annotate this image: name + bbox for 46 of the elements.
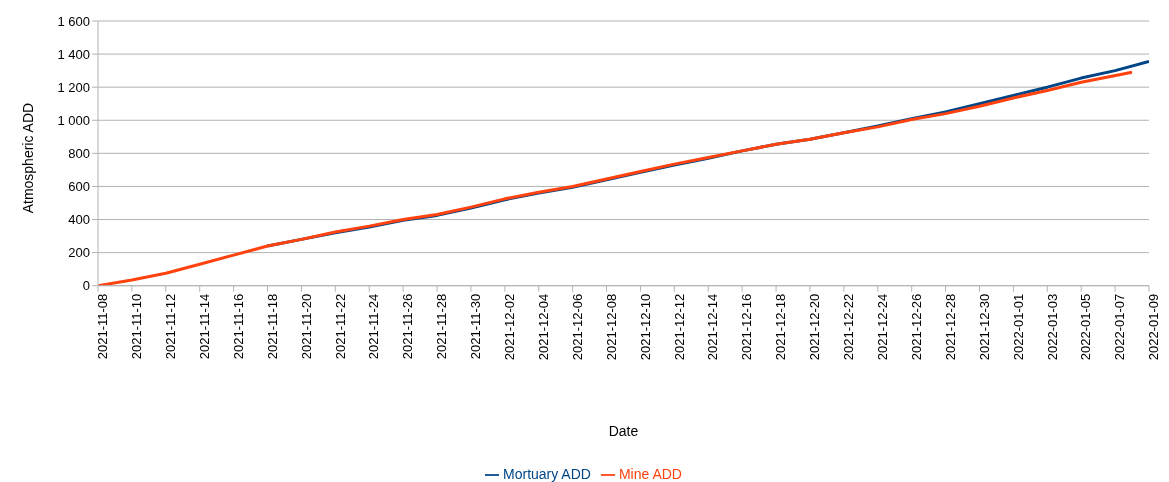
- x-tick-label: 2021-12-24: [875, 293, 890, 361]
- x-tick-label: 2021-12-04: [535, 293, 551, 361]
- x-tick-label: 2021-12-12: [671, 293, 687, 361]
- line-series: [98, 70, 1134, 286]
- x-tick-label: 2021-11-08: [95, 293, 111, 360]
- x-tick-label: 2021-11-16: [230, 293, 246, 360]
- x-tick-label: 2021-11-28: [434, 293, 450, 360]
- x-tick-label: 2021-12-22: [841, 293, 857, 361]
- x-tick-label: 2021-11-30: [468, 293, 484, 360]
- x-tick-label: 2021-12-14: [705, 293, 721, 361]
- x-tick-label: 2021-12-26: [908, 293, 924, 361]
- x-tick-label: 2021-12-06: [569, 293, 585, 361]
- y-tick-label: 1 600: [57, 13, 90, 29]
- x-tick-label: 2022-01-07: [1112, 293, 1128, 361]
- y-tick-label: 200: [68, 245, 90, 261]
- x-axis-title: Date: [608, 422, 639, 439]
- x-tick-label: 2022-01-03: [1044, 293, 1060, 361]
- y-tick-label: 600: [68, 179, 90, 195]
- y-tick-label: 1 400: [57, 46, 90, 62]
- x-tick-label: 2021-12-10: [637, 293, 653, 361]
- legend-label: Mine ADD: [618, 465, 682, 482]
- x-tick-label: 2022-01-01: [1010, 293, 1026, 361]
- x-tick-label: 2021-11-20: [298, 293, 314, 360]
- y-axis-title: Atmospheric ADD: [19, 102, 36, 214]
- x-tick-label: 2022-01-09: [1146, 293, 1162, 361]
- x-tick-label: 2021-12-02: [502, 293, 518, 361]
- x-tick-label: 2021-12-28: [942, 293, 958, 361]
- legend-label: Mortuary ADD: [503, 465, 591, 482]
- y-tick-label: 1 200: [57, 79, 90, 95]
- y-tick-label: 1 000: [57, 112, 90, 128]
- x-tick-label: 2021-11-10: [129, 293, 145, 360]
- y-tick-label: 400: [68, 212, 90, 228]
- x-tick-label: 2021-11-14: [196, 293, 212, 360]
- x-tick-label: 2021-11-26: [400, 293, 416, 360]
- x-tick-label: 2021-12-20: [807, 293, 823, 361]
- x-tick-label: 2021-12-16: [739, 293, 755, 361]
- y-tick-label: 0: [82, 278, 90, 294]
- y-tick-label: 800: [68, 145, 90, 161]
- x-tick-label: 2021-12-30: [976, 293, 992, 361]
- x-tick-label: 2021-11-18: [264, 293, 280, 360]
- x-tick-label: 2022-01-05: [1078, 293, 1094, 361]
- x-tick-label: 2021-11-24: [366, 293, 382, 360]
- x-tick-label: 2021-11-22: [332, 293, 348, 360]
- x-tick-label: 2021-12-18: [773, 293, 789, 361]
- x-tick-label: 2021-12-08: [603, 293, 619, 361]
- x-tick-label: 2021-11-12: [163, 293, 179, 360]
